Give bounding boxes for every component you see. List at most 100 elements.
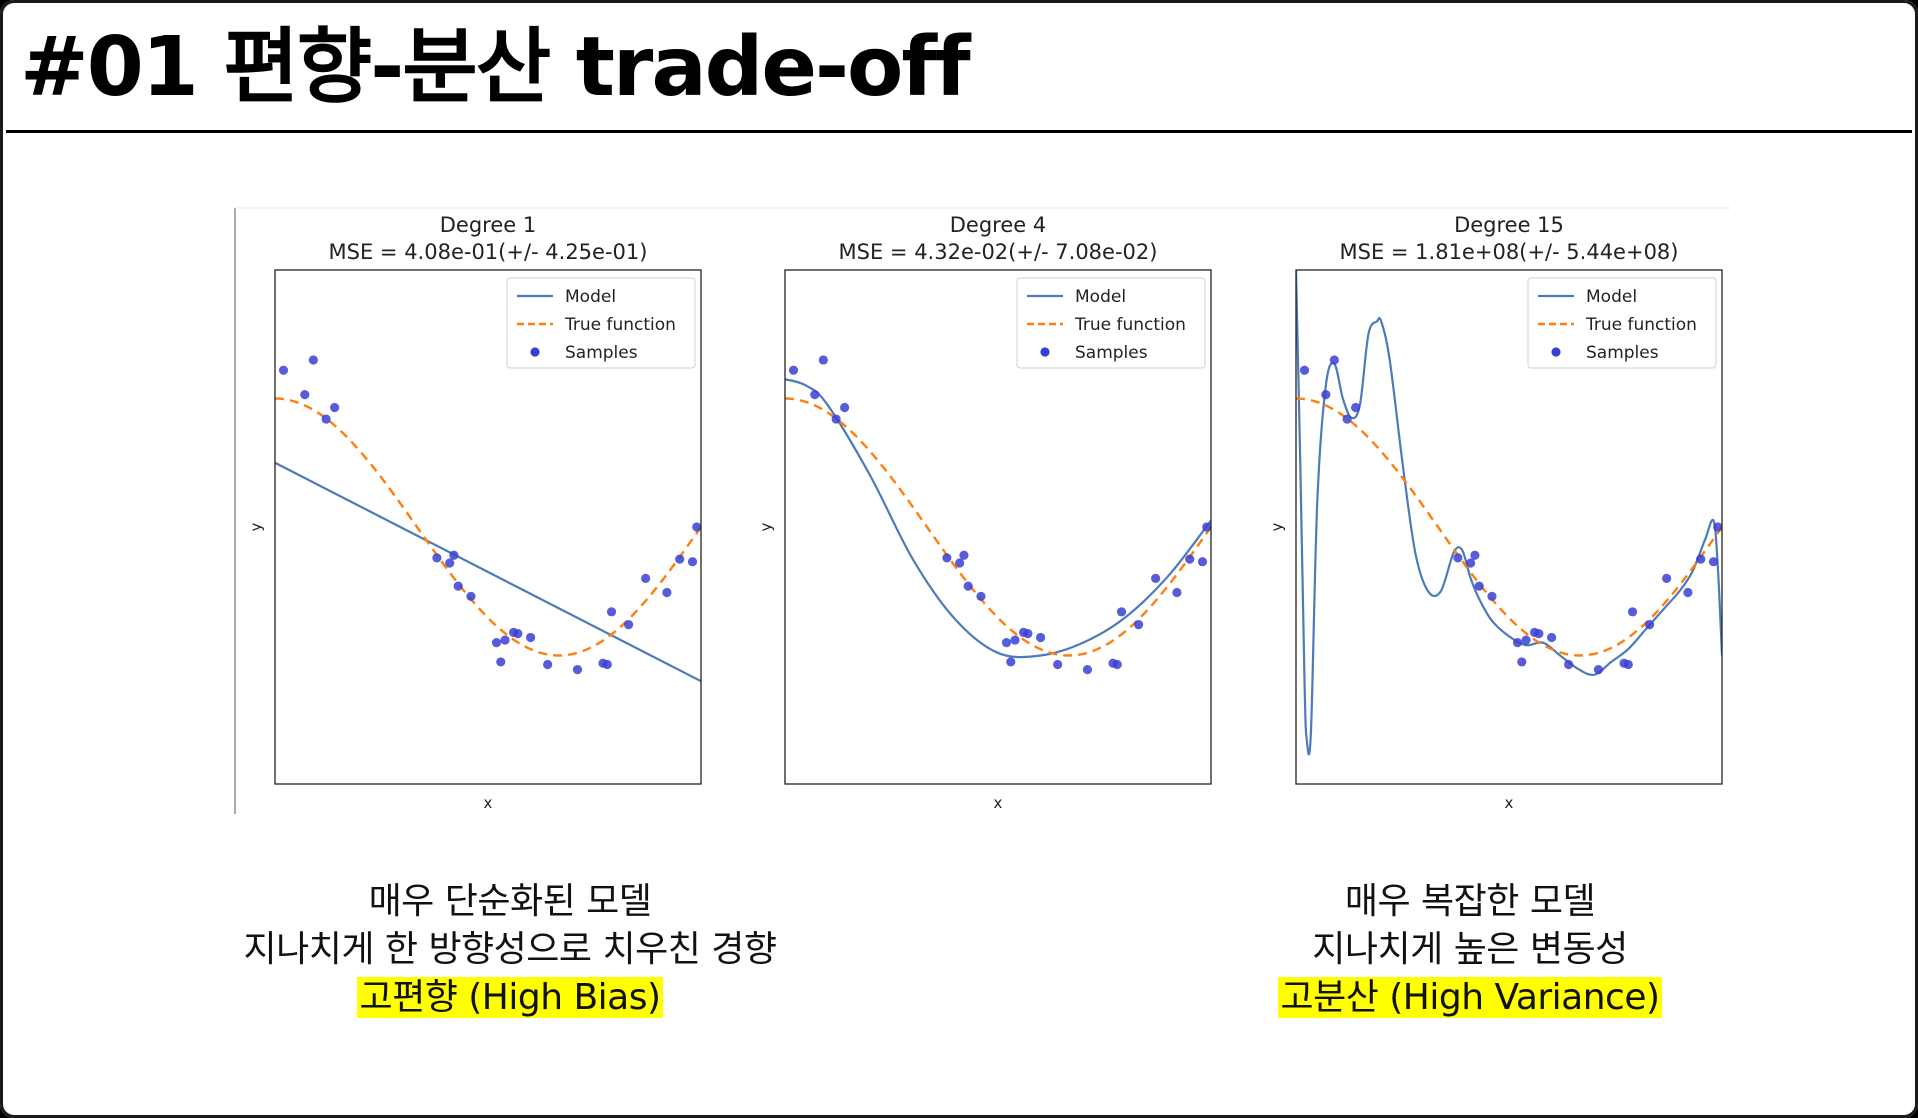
chart-panel-3: Degree 15 MSE = 1.81e+08(+/- 5.44e+08) x y M… <box>1268 213 1723 812</box>
model-line <box>275 461 701 683</box>
sample-point <box>1627 607 1638 617</box>
sample-point <box>641 573 651 583</box>
sample-point <box>623 620 634 630</box>
caption-right: 매우 복잡한 모델 지나치게 높은 변동성 고분산 (High Variance… <box>1170 878 1770 1022</box>
y-axis-label: y <box>757 522 775 531</box>
sample-point <box>1470 550 1480 560</box>
sample-point <box>1487 591 1497 601</box>
legend-label: True function <box>1585 315 1697 335</box>
caption-right-line2: 지나치게 높은 변동성 <box>1312 929 1628 970</box>
sample-point <box>496 657 506 667</box>
sample-point <box>1082 665 1093 675</box>
sample-point <box>1342 414 1352 424</box>
sample-point <box>1708 557 1719 567</box>
sample-point <box>1197 557 1208 567</box>
sample-point <box>1453 553 1463 563</box>
sample-point <box>1001 638 1012 648</box>
sample-point <box>840 402 850 413</box>
sample-point <box>572 665 583 675</box>
sample-point <box>976 591 986 601</box>
caption-right-line1: 매우 복잡한 모델 <box>1344 881 1596 922</box>
sample-point <box>500 635 510 645</box>
sample-point <box>491 638 502 648</box>
chart-subtitle: MSE = 4.08e-01(+/- 4.25e-01) <box>329 240 648 264</box>
sample-point <box>321 414 331 424</box>
legend-label: True function <box>1074 315 1186 335</box>
chart-title: Degree 1 <box>440 213 536 237</box>
sample-point <box>1053 659 1063 670</box>
sample-point <box>831 414 841 424</box>
legend: Model True function Samples <box>506 277 696 369</box>
sample-point <box>1010 635 1020 645</box>
sample-point <box>1662 573 1672 583</box>
model-line <box>785 378 1211 659</box>
legend: Model True function Samples <box>1016 277 1206 369</box>
legend-label: Model <box>1586 287 1637 307</box>
sample-point <box>1474 581 1484 591</box>
sample-point <box>1202 522 1211 532</box>
legend-box <box>1016 277 1206 369</box>
legend-label: True function <box>564 315 676 335</box>
legend-samples-swatch <box>1040 347 1050 357</box>
legend-label: Model <box>565 287 616 307</box>
sample-point <box>432 553 442 563</box>
chart-title: Degree 15 <box>1454 213 1564 237</box>
sample-point <box>602 659 612 670</box>
x-axis-label: x <box>1505 794 1514 812</box>
sample-point <box>543 659 553 670</box>
legend-label: Samples <box>1075 343 1148 363</box>
x-axis-label: x <box>994 794 1003 812</box>
caption-left-line1: 매우 단순화된 모델 <box>368 881 652 922</box>
sample-point <box>445 558 455 568</box>
true-function-line <box>1296 397 1722 657</box>
legend-label: Samples <box>565 343 638 363</box>
sample-point <box>278 365 289 375</box>
sample-point <box>1172 587 1182 598</box>
sample-point <box>606 607 617 617</box>
y-axis-label: y <box>247 522 265 531</box>
sample-point <box>1593 665 1604 675</box>
sample-point <box>1116 607 1127 617</box>
true-function-line <box>275 397 701 657</box>
caption-left: 매우 단순화된 모델 지나치게 한 방향성으로 치우친 경향 고편향 (High… <box>210 878 810 1022</box>
sample-point <box>675 554 685 564</box>
legend-label: Model <box>1075 287 1126 307</box>
plot-area <box>275 355 701 683</box>
sample-point <box>1185 554 1195 564</box>
sample-point <box>1466 558 1476 568</box>
sample-point <box>687 557 698 567</box>
chart-panel-1: Degree 1 MSE = 4.08e-01(+/- 4.25e-01) x y Mo… <box>247 213 702 812</box>
chart-title: Degree 4 <box>950 213 1046 237</box>
title-divider <box>6 130 1912 133</box>
sample-point <box>1713 522 1722 532</box>
sample-point <box>526 632 536 643</box>
sample-point <box>466 591 476 601</box>
plot-frame <box>1295 269 1723 785</box>
plot-frame <box>274 269 702 785</box>
sample-point <box>1329 355 1339 365</box>
sample-point <box>1564 659 1574 670</box>
sample-point <box>1023 629 1033 639</box>
sample-point <box>1547 632 1557 643</box>
sample-point <box>449 550 459 560</box>
true-function-line <box>785 397 1211 657</box>
sample-point <box>330 402 340 413</box>
sample-point <box>1006 657 1016 667</box>
sample-point <box>1133 620 1144 630</box>
legend-samples-swatch <box>530 347 540 357</box>
legend-box <box>1527 277 1717 369</box>
sample-point <box>1512 638 1523 648</box>
legend-samples-swatch <box>1551 347 1561 357</box>
y-axis-label: y <box>1268 522 1286 531</box>
sample-point <box>300 390 310 400</box>
legend-label: Samples <box>1586 343 1659 363</box>
sample-point <box>942 553 952 563</box>
sample-point <box>1521 635 1531 645</box>
charts-svg: Degree 1 MSE = 4.08e-01(+/- 4.25e-01) x y Mo… <box>234 207 1731 814</box>
sample-point <box>453 581 463 591</box>
plot-area <box>785 355 1211 675</box>
sample-point <box>1644 620 1655 630</box>
sample-point <box>1623 659 1633 670</box>
sample-point <box>1351 402 1361 413</box>
sample-point <box>1112 659 1122 670</box>
